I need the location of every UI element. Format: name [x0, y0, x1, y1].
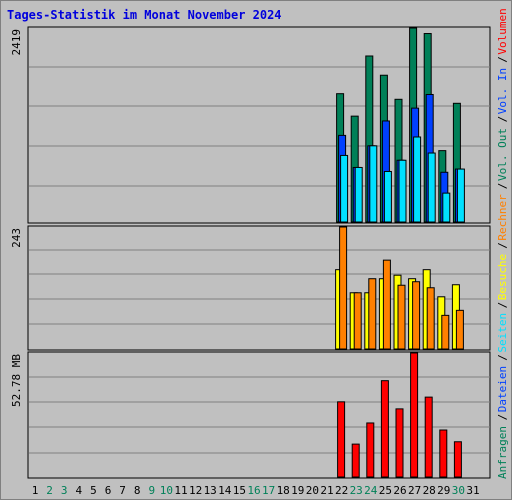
legend-volumen: Volumen: [496, 8, 509, 54]
bar-seiten-day-22: [340, 154, 349, 223]
bar-rechner-day-28: [426, 287, 435, 350]
day-label: 4: [75, 484, 82, 497]
bar-seiten-day-23: [354, 166, 363, 223]
day-label: 8: [134, 484, 141, 497]
legend-anfragen: Anfragen: [496, 426, 509, 479]
day-label: 14: [218, 484, 232, 497]
day-label: 30: [452, 484, 465, 497]
bar-volumen-day-23: [351, 443, 360, 478]
legend-separator: /: [496, 354, 509, 361]
day-label: 15: [233, 484, 246, 497]
day-label: 3: [61, 484, 68, 497]
panel-max-label: 52.78 MB: [10, 354, 23, 407]
day-label: 17: [262, 484, 275, 497]
bar-rechner-day-22: [339, 226, 348, 350]
bar-rechner-day-30: [455, 309, 464, 350]
bar-volumen-day-30: [453, 441, 462, 478]
day-label: 21: [320, 484, 333, 497]
panel-max-label: 243: [10, 228, 23, 248]
bar-seiten-day-27: [413, 136, 422, 223]
panel-visits-hosts: [27, 225, 491, 351]
bar-seiten-day-24: [369, 145, 378, 223]
day-label: 13: [204, 484, 217, 497]
day-label: 24: [364, 484, 378, 497]
legend-besuche: Besuche: [496, 254, 509, 300]
legend-rechner: Rechner: [496, 194, 509, 241]
day-label: 28: [423, 484, 436, 497]
bar-volumen-day-27: [410, 352, 419, 478]
panel-max-label: 2419: [10, 29, 23, 56]
day-label: 6: [105, 484, 112, 497]
bar-rechner-day-26: [397, 284, 406, 350]
day-label: 16: [247, 484, 260, 497]
day-label: 27: [408, 484, 421, 497]
day-label: 20: [306, 484, 319, 497]
day-label: 10: [160, 484, 173, 497]
day-label: 31: [466, 484, 479, 497]
day-label: 29: [437, 484, 450, 497]
day-label: 1: [32, 484, 39, 497]
day-label: 12: [189, 484, 202, 497]
legend-dateien: Dateien: [496, 366, 509, 412]
bar-rechner-day-25: [382, 259, 391, 350]
day-label: 26: [393, 484, 406, 497]
bar-seiten-day-28: [427, 152, 436, 223]
bar-seiten-day-25: [383, 170, 392, 223]
legend-vol-out: Vol. Out: [496, 128, 509, 181]
day-label: 18: [277, 484, 290, 497]
legend-separator: /: [496, 414, 509, 421]
day-label: 2: [46, 484, 53, 497]
bar-seiten-day-26: [398, 159, 407, 223]
bar-volumen-day-24: [366, 422, 375, 478]
day-label: 22: [335, 484, 348, 497]
bar-volumen-day-29: [439, 429, 448, 478]
bar-volumen-day-28: [424, 396, 433, 478]
bar-volumen-day-25: [380, 380, 389, 478]
bar-rechner-day-24: [368, 278, 377, 350]
day-label: 7: [119, 484, 126, 497]
day-label: 9: [148, 484, 155, 497]
bar-rechner-day-23: [353, 292, 362, 350]
day-label: 25: [379, 484, 392, 497]
bar-volumen-day-22: [337, 401, 346, 478]
legend-separator: /: [496, 302, 509, 309]
legend-separator: /: [496, 116, 509, 123]
bar-rechner-day-27: [412, 281, 421, 350]
legend-seiten: Seiten: [496, 313, 509, 353]
legend-vol-in: Vol. In: [496, 68, 509, 114]
panel-volume: [27, 351, 491, 479]
legend-separator: /: [496, 242, 509, 249]
bar-volumen-day-26: [395, 408, 404, 478]
bar-seiten-day-29: [442, 192, 451, 223]
day-label: 19: [291, 484, 304, 497]
day-label: 11: [174, 484, 187, 497]
day-label: 23: [350, 484, 363, 497]
bar-rechner-day-29: [441, 314, 450, 350]
legend-separator: /: [496, 183, 509, 190]
chart-title: Tages-Statistik im Monat November 2024: [7, 8, 282, 22]
bar-seiten-day-30: [456, 168, 465, 223]
legend-separator: /: [496, 56, 509, 63]
day-label: 5: [90, 484, 97, 497]
